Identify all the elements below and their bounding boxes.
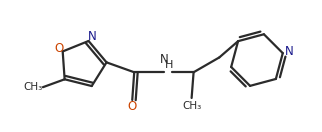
Text: CH₃: CH₃ [182,101,201,111]
Text: O: O [128,100,137,113]
Text: N: N [285,45,294,58]
Text: N: N [159,53,168,66]
Text: O: O [54,42,63,55]
Text: H: H [165,60,173,70]
Text: N: N [88,30,97,43]
Text: CH₃: CH₃ [24,82,43,92]
